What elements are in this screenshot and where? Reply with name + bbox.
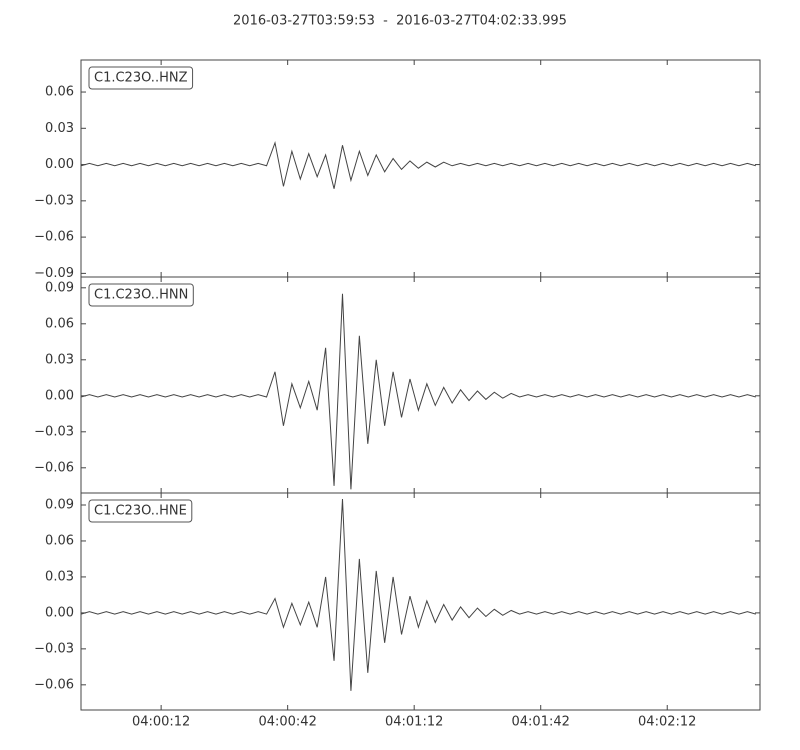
y-tick-label: 0.00 [45,605,74,620]
waveform [80,293,756,490]
x-tick-label: 04:01:12 [385,715,443,730]
y-tick-label: −0.03 [34,424,74,439]
y-tick-label: 0.06 [45,316,74,331]
y-tick-label: 0.06 [45,533,74,548]
y-tick-label: 0.09 [45,497,74,512]
y-tick-label: 0.03 [45,569,74,584]
y-tick-label: −0.09 [34,266,74,281]
legend-box [88,66,194,90]
legend-label: C1.C23O..HNE [94,504,187,519]
y-tick-label: −0.06 [34,230,74,245]
y-tick-label: 0.03 [45,121,74,136]
legend-box [88,283,194,307]
y-tick-label: −0.06 [34,677,74,692]
plot-frame [80,492,761,711]
y-tick-label: −0.03 [34,193,74,208]
y-tick-label: 0.06 [45,85,74,100]
x-tick-label: 04:01:42 [512,715,570,730]
x-tick-label: 04:02:12 [638,715,696,730]
x-tick-label: 04:00:12 [132,715,190,730]
chart-title: 2016-03-27T03:59:53 - 2016-03-27T04:02:3… [233,14,567,29]
y-tick-label: −0.03 [34,641,74,656]
y-tick-label: 0.00 [45,157,74,172]
legend-box [88,499,193,523]
y-tick-label: −0.06 [34,460,74,475]
legend-label: C1.C23O..HNN [94,288,188,303]
waveform [80,140,756,189]
y-tick-label: 0.03 [45,352,74,367]
y-tick-label: 0.09 [45,280,74,295]
legend-label: C1.C23O..HNZ [94,71,188,86]
y-tick-label: 0.00 [45,388,74,403]
x-tick-label: 04:00:42 [258,715,316,730]
waveform [80,498,756,691]
